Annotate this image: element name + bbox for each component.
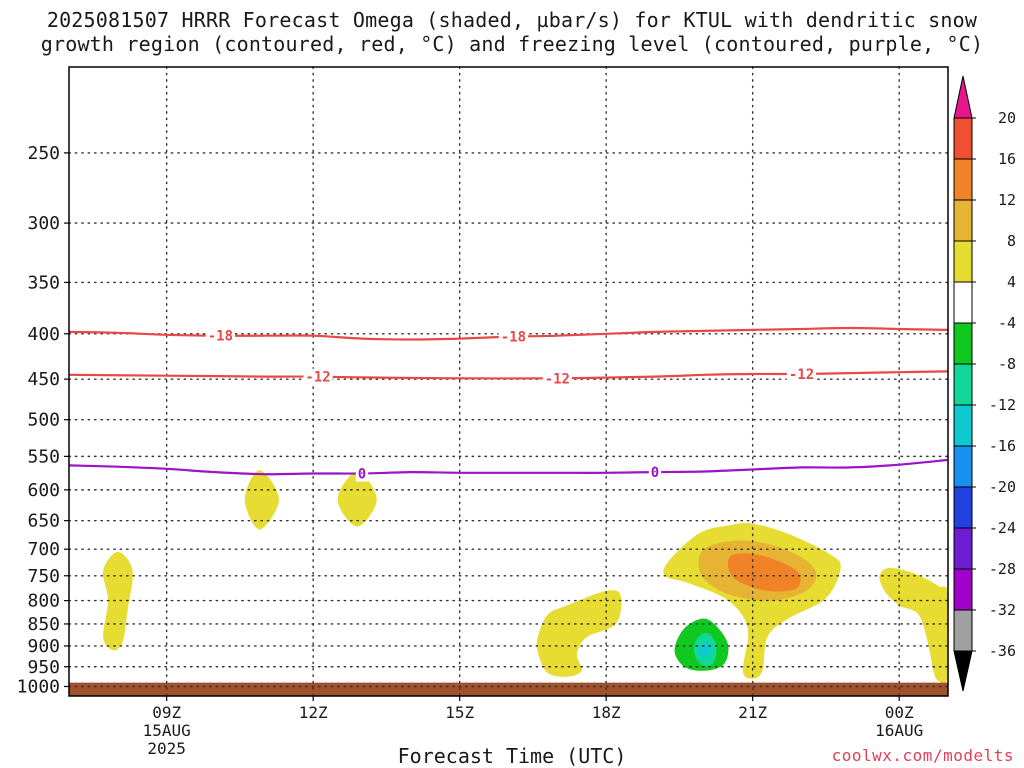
contour-label-bg: [648, 464, 662, 481]
contour-label: 0: [358, 466, 366, 482]
colorbar-bin: [953, 609, 973, 652]
terrain-fill: [69, 682, 948, 696]
omega-region-0: [102, 551, 133, 651]
colorbar-label: -8: [998, 355, 1016, 373]
y-tick-label: 600: [27, 480, 60, 501]
colorbar-label: 4: [1007, 273, 1016, 291]
contour-line--12: [69, 370, 948, 380]
colorbar-bin: [953, 486, 973, 529]
colorbar-bin: [953, 404, 973, 447]
omega-region-1: [244, 470, 279, 530]
colorbar-label: -4: [998, 314, 1016, 332]
colorbar-label: -32: [989, 601, 1016, 619]
colorbar-label: -12: [989, 396, 1016, 414]
colorbar-label: -20: [989, 478, 1016, 496]
source-credit: coolwx.com/modelts: [831, 746, 1014, 765]
y-tick-label: 850: [27, 614, 60, 635]
colorbar-bin: [953, 117, 973, 160]
x-axis-label: Forecast Time (UTC): [397, 744, 627, 768]
colorbar-label: -36: [989, 642, 1016, 660]
plot-frame: [68, 66, 949, 697]
x-tick-label: 00Z: [885, 703, 914, 722]
contour-label: 0: [651, 465, 659, 481]
colorbar-bin: [953, 445, 973, 488]
omega-region-6: [727, 553, 801, 592]
chart-title-line-1: 2025081507 HRRR Forecast Omega (shaded, …: [46, 8, 978, 32]
contour-label-bg: [205, 327, 235, 344]
colorbar-bin: [953, 199, 973, 242]
x-tick-label: 12Z: [299, 703, 328, 722]
colorbar-bin: [953, 322, 973, 365]
contour-label-bg: [303, 368, 333, 385]
y-tick-label: 400: [27, 324, 60, 345]
colorbar-label: 8: [1007, 232, 1016, 250]
y-tick-label: 700: [27, 539, 60, 560]
y-tick-label: 500: [27, 410, 60, 431]
omega-region-3: [536, 590, 622, 677]
contour-label-bg: [355, 465, 369, 482]
x-tick-label: 2025: [147, 739, 186, 758]
colorbar-label: 12: [998, 191, 1016, 209]
colorbar-bin: [953, 281, 973, 324]
contour-label: -12: [305, 370, 330, 386]
y-tick-label: 900: [27, 636, 60, 657]
x-tick-label: 15AUG: [143, 721, 191, 740]
colorbar-label: -28: [989, 560, 1016, 578]
colorbar: 20 16 12 8 4 -4 -8 -12 -16 -20 -24 -28 -32 -36: [953, 75, 1016, 692]
colorbar-bin: [953, 527, 973, 570]
omega-region-7: [879, 567, 948, 684]
y-tick-label: 300: [27, 213, 60, 234]
x-tick-label: 16AUG: [875, 721, 923, 740]
y-tick-label: 250: [27, 143, 60, 164]
colorbar-label: 16: [998, 150, 1016, 168]
contour-line-0: [69, 458, 948, 476]
x-tick-label: 15Z: [445, 703, 474, 722]
omega-region-10: [698, 641, 712, 658]
colorbar-label: -16: [989, 437, 1016, 455]
colorbar-label: -24: [989, 519, 1016, 537]
contour-label: -18: [208, 329, 233, 345]
colorbar-bin: [953, 568, 973, 611]
colorbar-bin: [953, 240, 973, 283]
y-tick-label: 550: [27, 446, 60, 467]
y-tick-label: 750: [27, 566, 60, 587]
y-tick-label: 450: [27, 369, 60, 390]
axes-layer: 2503003504004505005506006507007508008509…: [17, 66, 949, 758]
y-tick-label: 350: [27, 272, 60, 293]
contour-label: -12: [545, 371, 570, 387]
colorbar-bin: [953, 363, 973, 406]
x-tick-label: 21Z: [738, 703, 767, 722]
y-tick-label: 950: [27, 657, 60, 678]
y-tick-label: 800: [27, 591, 60, 612]
colorbar-top-arrow: [953, 75, 973, 119]
terrain-layer: [69, 682, 948, 696]
contour-label-bg: [786, 365, 817, 382]
omega-shading-layer: [102, 470, 948, 684]
chart-title-line-2: growth region (contoured, red, °C) and f…: [40, 32, 984, 56]
y-tick-label: 1000: [17, 676, 60, 697]
contour-layer: -18 -18 -12 -12 -12 0 0: [69, 326, 948, 482]
contour-label: -12: [789, 367, 814, 383]
omega-region-2: [337, 471, 377, 527]
y-tick-label: 650: [27, 511, 60, 532]
x-tick-label: 18Z: [592, 703, 621, 722]
contour-label-bg: [498, 328, 528, 345]
colorbar-bottom-arrow: [953, 650, 973, 692]
colorbar-bin: [953, 158, 973, 201]
contour-label-bg: [542, 370, 572, 387]
contour-label: -18: [501, 330, 526, 346]
colorbar-label: 20: [998, 109, 1016, 127]
x-tick-label: 09Z: [152, 703, 181, 722]
